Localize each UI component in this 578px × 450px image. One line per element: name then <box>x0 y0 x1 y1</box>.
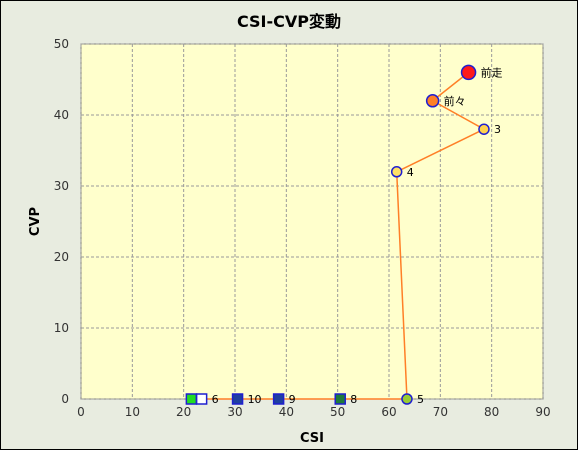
square-marker <box>185 393 198 405</box>
square-marker <box>334 393 346 405</box>
point-label: 前々 <box>444 94 466 108</box>
x-tick-label: 60 <box>381 405 396 419</box>
y-axis-label: CVP <box>28 207 43 236</box>
point-label: 8 <box>350 393 357 406</box>
series-line <box>191 71 486 400</box>
point-label: 5 <box>417 393 424 406</box>
y-tick-label: 0 <box>61 392 69 406</box>
y-tick-label: 20 <box>54 250 69 264</box>
x-tick-label: 40 <box>279 405 294 419</box>
x-tick-label: 80 <box>484 405 499 419</box>
x-tick-label: 20 <box>176 405 191 419</box>
x-axis-label: CSI <box>300 431 324 446</box>
point-label: 前走 <box>481 65 503 79</box>
square-marker <box>231 393 244 405</box>
circle-marker <box>460 64 477 81</box>
x-tick-label: 70 <box>433 405 448 419</box>
data-markers <box>185 64 490 405</box>
x-tick-label: 30 <box>227 405 242 419</box>
circle-marker <box>425 94 440 108</box>
y-tick-label: 30 <box>54 179 69 193</box>
y-tick-label: 10 <box>54 321 69 335</box>
point-label: 10 <box>248 393 262 406</box>
x-tick-label: 90 <box>535 405 550 419</box>
point-label: 9 <box>289 393 296 406</box>
square-marker <box>272 393 285 405</box>
x-tick-label: 50 <box>330 405 345 419</box>
point-label: 3 <box>494 123 501 136</box>
square-marker <box>195 393 208 405</box>
point-label: 4 <box>407 166 414 179</box>
y-tick-label: 40 <box>54 108 69 122</box>
circle-marker <box>390 166 403 178</box>
x-tick-label: 10 <box>125 405 140 419</box>
circle-marker <box>401 393 413 405</box>
circle-marker <box>478 123 490 135</box>
chart-title: CSI-CVP変動 <box>237 12 341 31</box>
grid-lines <box>80 43 544 400</box>
point-labels: 6 10 9 8 5 4 3 前々 前走 <box>212 65 503 406</box>
y-tick-label: 50 <box>54 37 69 51</box>
point-label: 6 <box>212 393 219 406</box>
tick-labels: 0 10 20 30 40 50 60 70 80 90 0 10 20 30 40 50 <box>54 37 551 419</box>
plot-area <box>80 43 544 400</box>
series-path <box>191 71 486 400</box>
x-tick-label: 0 <box>77 405 85 419</box>
